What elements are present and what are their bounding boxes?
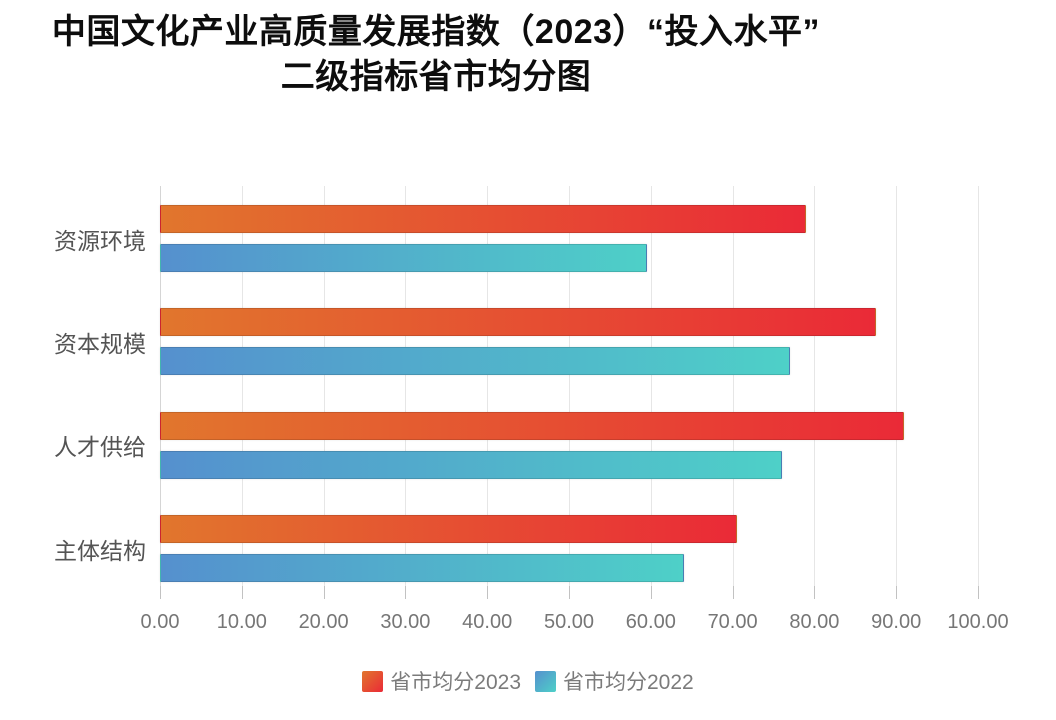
x-tick-label: 30.00 (380, 611, 431, 633)
x-tick-label: 90.00 (871, 611, 922, 633)
bar-省市均分2022 (160, 450, 782, 479)
legend-swatch (535, 670, 556, 692)
chart-title-line1: 中国文化产业高质量发展指数（2023）“投入水平” (51, 13, 821, 51)
legend-label: 省市均分2022 (563, 671, 694, 694)
bar-省市均分2023 (160, 205, 807, 233)
x-tick-label: 0.00 (140, 611, 180, 633)
x-tick-label: 100.00 (947, 611, 1009, 633)
gridline (732, 186, 734, 599)
legend: 省市均分2023 省市均分2022 (0, 666, 1056, 696)
x-axis-tick (978, 586, 979, 599)
x-axis-tick (323, 586, 325, 599)
x-axis-tick (814, 586, 816, 599)
x-tick-label: 20.00 (298, 611, 349, 633)
bar-省市均分2022 (160, 347, 790, 376)
x-axis-tick (896, 586, 898, 599)
chart-title-line2: 二级指标省市均分图 (280, 58, 592, 96)
x-axis-tick (569, 586, 570, 599)
x-tick-label: 70.00 (707, 611, 758, 633)
y-axis-labels: 资源环境资本规模人才供给主体结构 (0, 186, 146, 599)
gridline (241, 186, 243, 599)
category-label: 人才供给 (54, 434, 146, 461)
bar-省市均分2022 (160, 554, 684, 583)
category-label: 资本规模 (54, 330, 146, 357)
gridline (323, 186, 325, 599)
legend-swatch (362, 670, 384, 692)
y-axis-line (160, 186, 161, 599)
x-axis-tick (241, 586, 243, 599)
gridline (814, 186, 816, 599)
bar-省市均分2023 (160, 308, 876, 337)
x-axis-tick (405, 586, 407, 599)
category-label: 资源环境 (54, 227, 146, 254)
x-tick-label: 80.00 (789, 611, 840, 633)
gridline (405, 186, 407, 599)
x-tick-label: 60.00 (625, 611, 676, 633)
gridline (487, 186, 489, 599)
legend-item: 省市均分2023 (362, 666, 521, 696)
legend-label: 省市均分2023 (390, 671, 521, 694)
x-axis-tick (732, 586, 734, 599)
gridline (650, 186, 652, 599)
x-axis-tick (650, 586, 652, 599)
x-tick-label: 10.00 (216, 611, 267, 633)
gridline (896, 186, 898, 599)
plot-area (160, 186, 979, 599)
category-label: 主体结构 (54, 537, 146, 564)
bar-省市均分2023 (160, 411, 905, 440)
x-tick-label: 50.00 (543, 611, 595, 633)
x-axis: 0.00 10.00 20.00 30.00 40.00 50.00 60.00 70.00 8… (141, 586, 1009, 649)
bar-省市均分2022 (160, 244, 647, 272)
legend-item: 省市均分2022 (535, 666, 694, 696)
gridline (978, 186, 979, 599)
chart-title: 中国文化产业高质量发展指数（2023）“投入水平” 二级指标省市均分图 (15, 10, 857, 100)
x-axis-tick (487, 586, 489, 599)
x-axis-tick (160, 586, 161, 599)
bar-省市均分2023 (160, 515, 737, 544)
gridline (569, 186, 570, 599)
x-tick-label: 40.00 (462, 611, 513, 633)
